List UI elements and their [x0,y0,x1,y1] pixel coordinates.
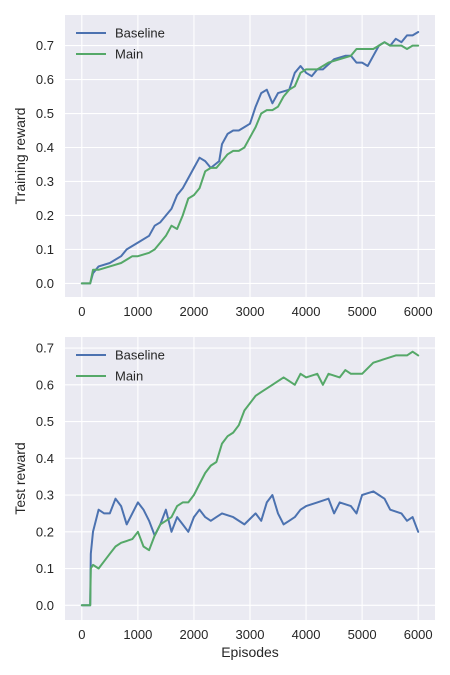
legend-label-baseline: Baseline [115,348,165,363]
x-tick-labels: 0 1000 2000 3000 4000 5000 6000 [78,627,432,642]
y-tick-label: 0.3 [36,174,54,189]
chart-panel-1: 0 1000 2000 3000 4000 5000 6000 0.0 0.1 0.2 0.3 0.4… [12,15,435,319]
x-tick-label: 6000 [404,304,433,319]
y-tick-label: 0.4 [36,451,54,466]
x-tick-label: 5000 [348,304,377,319]
x-tick-label: 2000 [179,304,208,319]
y-tick-label: 0.3 [36,488,54,503]
y-tick-label: 0.2 [36,524,54,539]
y-tick-labels: 0.0 0.1 0.2 0.3 0.4 0.5 0.6 0.7 [36,341,54,613]
legend-label-main: Main [115,369,143,384]
y-tick-label: 0.5 [36,414,54,429]
y-tick-label: 0.7 [36,341,54,356]
y-tick-label: 0.5 [36,106,54,121]
y-tick-label: 0.1 [36,242,54,257]
y-tick-label: 0.1 [36,561,54,576]
y-tick-label: 0.4 [36,140,54,155]
legend-label-baseline: Baseline [115,26,165,41]
x-tick-label: 4000 [292,304,321,319]
x-tick-label: 1000 [123,627,152,642]
x-axis-label: Episodes [221,644,279,660]
y-tick-label: 0.0 [36,598,54,613]
x-tick-label: 4000 [292,627,321,642]
x-tick-label: 0 [78,627,85,642]
x-tick-label: 2000 [179,627,208,642]
y-tick-label: 0.7 [36,38,54,53]
x-tick-label: 5000 [348,627,377,642]
x-tick-label: 3000 [236,304,265,319]
y-tick-label: 0.6 [36,72,54,87]
x-tick-label: 0 [78,304,85,319]
x-tick-label: 1000 [123,304,152,319]
y-tick-label: 0.6 [36,377,54,392]
y-tick-label: 0.0 [36,276,54,291]
y-tick-label: 0.2 [36,208,54,223]
y-axis-label: Training reward [12,108,28,205]
x-tick-label: 3000 [236,627,265,642]
legend-label-main: Main [115,47,143,62]
y-tick-labels: 0.0 0.1 0.2 0.3 0.4 0.5 0.6 0.7 [36,38,54,291]
chart-panel-2: 0 1000 2000 3000 4000 5000 6000 0.0 0.1 0.2 0.3 0.4… [12,337,435,660]
x-tick-labels: 0 1000 2000 3000 4000 5000 6000 [78,304,432,319]
x-tick-label: 6000 [404,627,433,642]
y-axis-label: Test reward [12,442,28,514]
